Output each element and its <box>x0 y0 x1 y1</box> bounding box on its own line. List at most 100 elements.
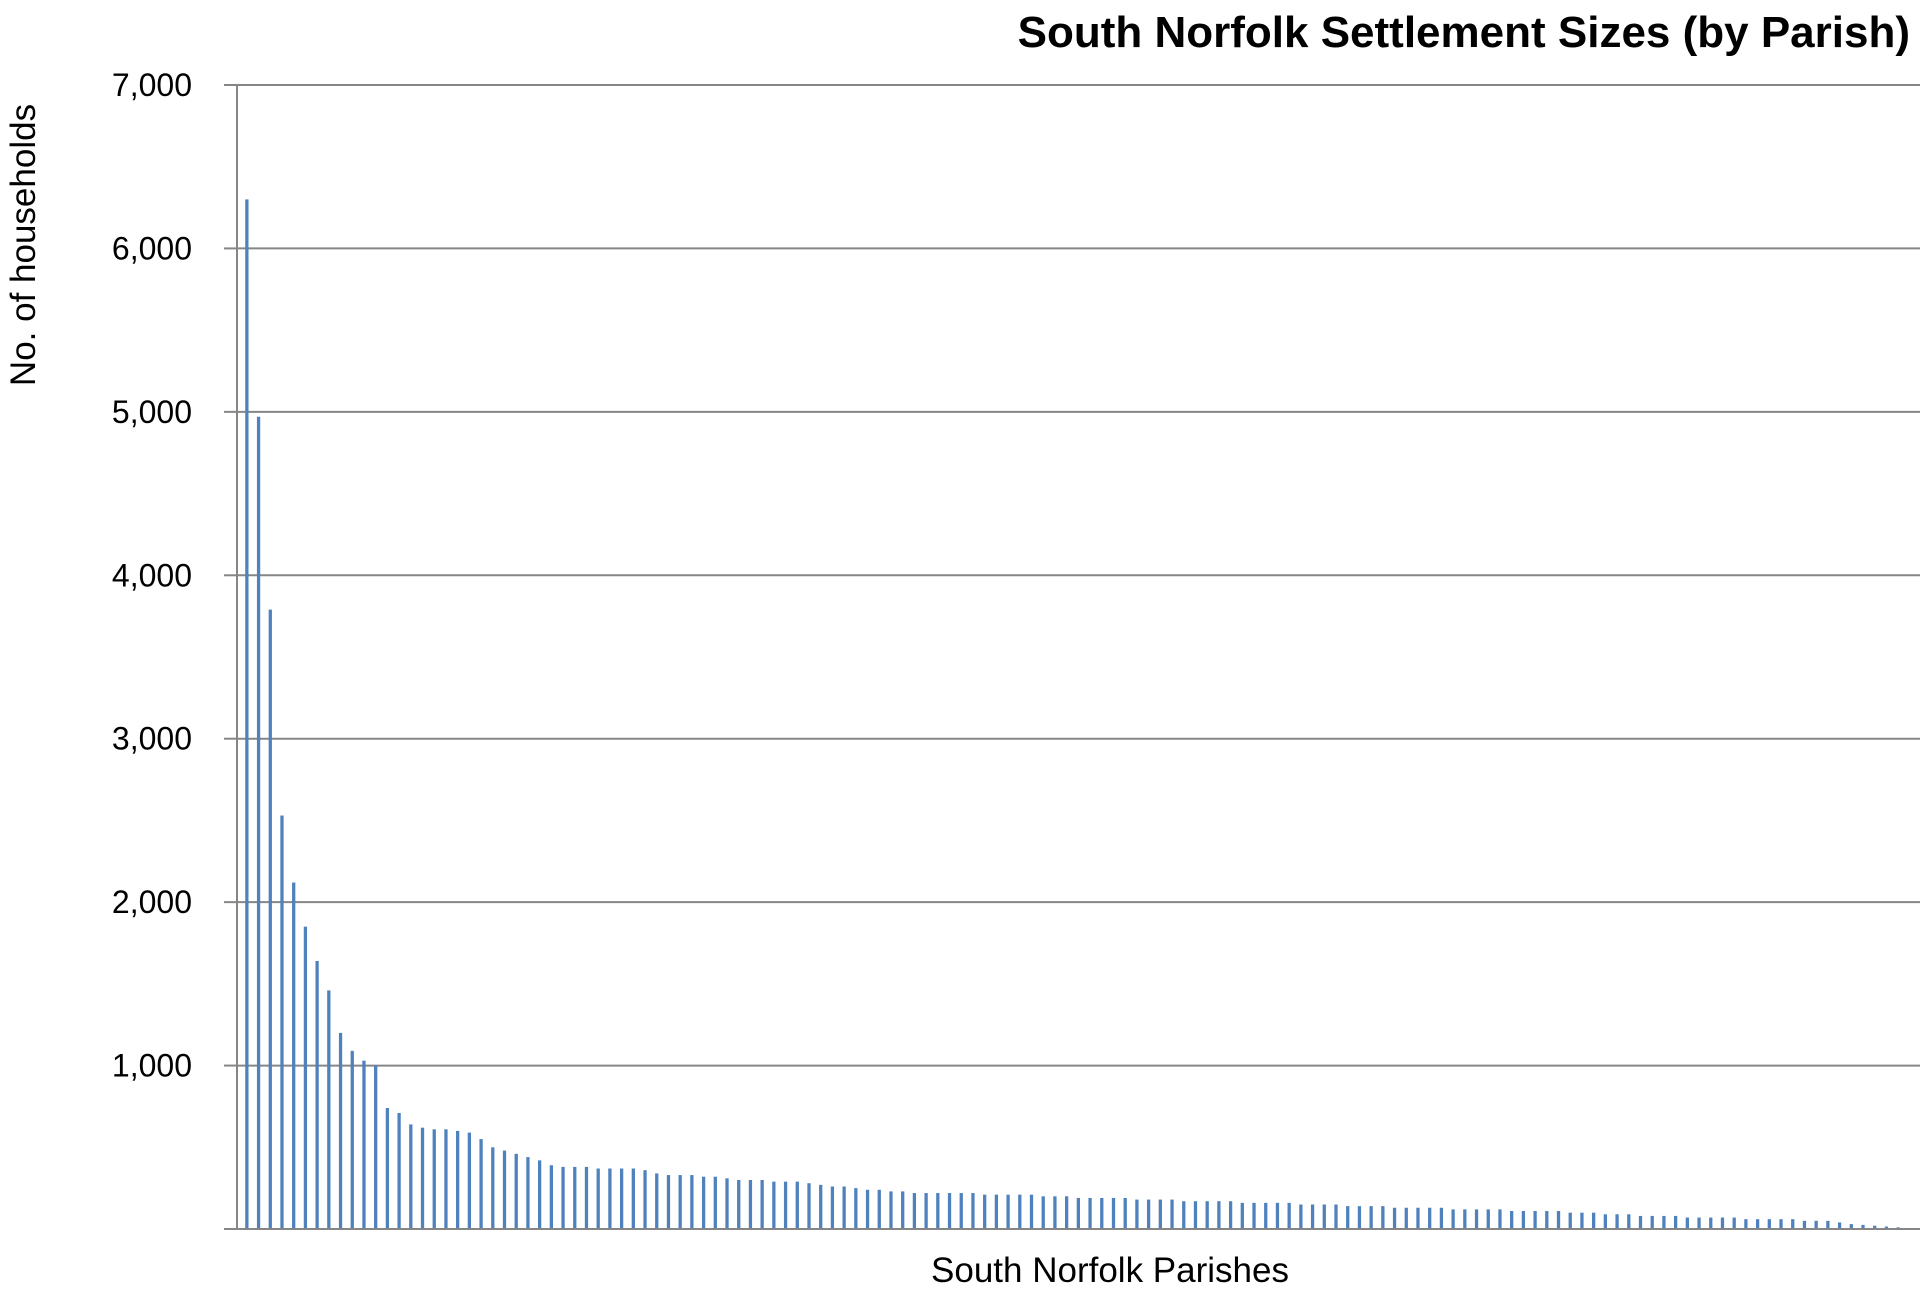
bar <box>584 1166 589 1229</box>
bar <box>1709 1217 1713 1229</box>
bar <box>1732 1217 1736 1229</box>
bar <box>374 1065 378 1229</box>
bar <box>772 1181 776 1229</box>
bar <box>936 1193 940 1229</box>
bar <box>573 1166 577 1229</box>
y-tick-label: 3,000 <box>112 721 192 757</box>
bar <box>1592 1212 1596 1229</box>
bar <box>1556 1211 1561 1229</box>
bar <box>491 1147 495 1229</box>
bar <box>1861 1224 1865 1229</box>
bar <box>1416 1207 1420 1229</box>
bar <box>678 1175 682 1229</box>
bar <box>1065 1196 1069 1229</box>
bar <box>596 1168 600 1229</box>
bar <box>608 1168 612 1229</box>
bar <box>338 1032 343 1229</box>
bar <box>292 882 296 1229</box>
bar <box>1029 1194 1034 1229</box>
bar <box>1627 1214 1631 1229</box>
bar <box>1486 1209 1490 1229</box>
bar <box>1767 1219 1771 1229</box>
bar <box>1041 1196 1045 1229</box>
bar <box>1381 1206 1385 1229</box>
chart-title: South Norfolk Settlement Sizes (by Paris… <box>1018 8 1910 57</box>
bar <box>268 609 272 1229</box>
bar <box>619 1168 624 1229</box>
bar <box>643 1170 647 1229</box>
bar <box>760 1179 764 1229</box>
bar <box>502 1150 507 1229</box>
bar <box>713 1176 717 1229</box>
bar <box>467 1132 472 1229</box>
bar <box>1474 1209 1479 1229</box>
bar <box>1849 1224 1853 1229</box>
bar <box>983 1194 987 1229</box>
bar <box>385 1108 390 1229</box>
bar <box>1123 1197 1127 1229</box>
bar <box>303 926 308 1229</box>
bar <box>1006 1194 1010 1229</box>
bar <box>1510 1211 1514 1229</box>
bar <box>1111 1197 1116 1229</box>
bar <box>1533 1211 1537 1229</box>
bar <box>666 1175 671 1229</box>
bar <box>1252 1202 1256 1229</box>
bar <box>245 199 249 1229</box>
y-tick-label: 6,000 <box>112 230 192 266</box>
bar <box>514 1153 518 1229</box>
bar <box>854 1188 858 1229</box>
bar <box>737 1179 741 1229</box>
bar <box>350 1050 354 1229</box>
bar <box>1720 1217 1725 1229</box>
bar <box>912 1193 917 1229</box>
bar <box>1837 1222 1842 1229</box>
bar <box>1287 1202 1291 1229</box>
bar <box>959 1193 963 1229</box>
bar <box>1662 1215 1666 1229</box>
bar <box>409 1124 413 1229</box>
bar <box>561 1166 565 1229</box>
bar <box>1170 1199 1174 1229</box>
axes <box>224 85 1920 1230</box>
bar <box>1697 1217 1701 1229</box>
bar <box>1264 1202 1268 1229</box>
y-tick-label: 7,000 <box>112 67 192 103</box>
bar <box>1357 1206 1362 1229</box>
bar <box>1568 1212 1572 1229</box>
bar <box>1580 1212 1584 1229</box>
bar <box>1685 1217 1689 1229</box>
bar <box>1217 1201 1221 1229</box>
bar <box>1182 1201 1186 1229</box>
bar <box>1673 1215 1678 1229</box>
bar <box>1240 1202 1244 1229</box>
bar <box>1615 1214 1619 1229</box>
bar <box>327 990 331 1229</box>
bar <box>725 1178 729 1229</box>
bar <box>889 1191 893 1229</box>
bar <box>1779 1219 1783 1229</box>
bar <box>1873 1225 1877 1229</box>
bar <box>1451 1209 1455 1229</box>
bar <box>748 1179 753 1229</box>
bar <box>1135 1199 1139 1229</box>
bar <box>1439 1207 1444 1229</box>
bar <box>280 815 284 1229</box>
bar <box>1545 1211 1549 1229</box>
bar <box>971 1193 975 1229</box>
bar <box>315 960 319 1229</box>
bar <box>1755 1219 1760 1229</box>
bar <box>1463 1209 1467 1229</box>
bar <box>1791 1219 1795 1229</box>
bar <box>1814 1220 1818 1229</box>
bar <box>1404 1207 1408 1229</box>
bar <box>1299 1204 1303 1229</box>
bar <box>1310 1204 1315 1229</box>
bar <box>1053 1196 1057 1229</box>
y-tick-label: 4,000 <box>112 557 192 593</box>
bar <box>1018 1194 1022 1229</box>
y-tick-label: 5,000 <box>112 394 192 430</box>
bar <box>924 1193 928 1229</box>
bar <box>655 1173 659 1229</box>
bar <box>1205 1201 1209 1229</box>
